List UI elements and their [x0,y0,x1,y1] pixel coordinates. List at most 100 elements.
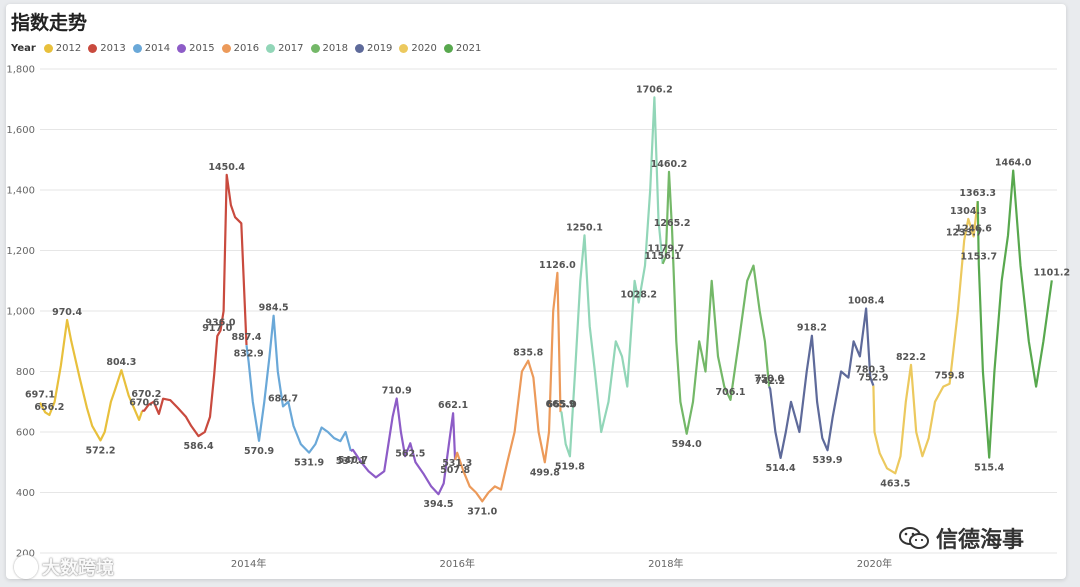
data-label: 697.1 [25,390,55,401]
data-label: 537.1 [336,456,366,467]
data-label: 514.4 [766,463,796,474]
y-tick-label: 200 [16,549,35,560]
legend-label: 2014 [144,42,171,54]
data-label: 499.8 [530,467,560,478]
data-label: 1101.2 [1033,267,1070,278]
y-tick-label: 1,400 [6,186,35,197]
legend-item-2012[interactable]: 2012 [43,42,82,54]
data-label: 463.5 [880,478,910,489]
legend-item-2019[interactable]: 2019 [354,42,393,54]
data-label: 515.4 [974,463,1004,474]
legend-item-2018[interactable]: 2018 [310,42,348,54]
data-label: 539.9 [812,455,842,466]
data-label: 710.9 [382,385,412,396]
data-label: 371.0 [467,506,497,517]
x-tick-label: 2014年 [231,557,266,570]
legend-label: 2012 [55,42,82,54]
data-label: 918.2 [797,323,827,334]
data-label: 750.0 [754,374,784,385]
page-title: 指数走势 [11,12,88,34]
data-label: 586.4 [184,441,214,452]
legend-label: 2015 [189,42,215,54]
legend-item-2015[interactable]: 2015 [177,42,215,54]
data-label: 1265.2 [654,218,691,229]
data-label: 1250.1 [566,222,603,233]
data-label: 1179.7 [648,244,685,255]
legend-swatch [310,43,320,53]
data-label: 670.2 [131,389,161,400]
watermark-right-text: 信德海事 [936,528,1025,553]
legend-label: 2016 [233,42,260,54]
data-label: 665.9 [545,399,575,410]
data-label: 706.1 [715,387,745,398]
series-line-2019 [768,307,875,459]
series-line-2017 [560,96,664,458]
data-label: 519.8 [555,461,585,472]
legend-label: 2019 [366,42,393,54]
legend-label: 2013 [100,42,126,54]
legend-swatch [88,43,98,53]
data-label: 570.9 [244,446,274,457]
legend-label: 2021 [455,42,482,54]
legend-swatch [132,43,142,53]
data-label: 1028.2 [620,289,657,300]
data-label: 562.5 [395,448,425,459]
data-label: 917.0 [202,323,232,334]
data-label: 936.0 [205,317,235,328]
x-tick-label: 2016年 [440,557,475,570]
y-tick-label: 1,600 [6,125,35,136]
data-label: 835.8 [513,348,543,359]
series-line-2013 [142,173,248,438]
x-tick-label: 2020年 [857,557,892,570]
legend: Year 2012 2013 2014 2015 2016 2017 2018 2019 202… [11,41,488,55]
y-tick-label: 400 [16,488,35,499]
series-line-2014 [245,314,352,454]
series-lines [39,96,1053,503]
gridlines [40,68,1057,554]
y-tick-label: 1,200 [6,246,35,257]
series-line-2020 [872,200,979,475]
legend-item-2014[interactable]: 2014 [132,42,171,54]
watermark-logo-icon [14,555,38,579]
chart-card [6,4,1066,579]
data-label: 684.7 [268,393,298,404]
legend-label: 2018 [322,42,348,54]
data-label: 572.2 [85,445,115,456]
legend-swatch [443,43,453,53]
data-label: 804.3 [106,357,136,368]
data-label: 970.4 [52,307,82,318]
legend-item-2017[interactable]: 2017 [266,42,304,54]
data-label: 887.4 [231,332,261,343]
data-label: 670.6 [129,398,159,409]
data-label: 822.2 [896,352,926,363]
legend-item-2021[interactable]: 2021 [443,42,482,54]
y-tick-label: 1,800 [6,65,35,76]
data-label: 540.7 [338,455,368,466]
series-line-2012 [39,318,144,442]
data-label: 531.3 [442,458,472,469]
y-axis: 200 400 600 800 1,000 1,200 1,400 1,600 1,800 [6,65,35,560]
data-label: 1126.0 [539,260,576,271]
data-label: 1153.7 [960,252,997,263]
legend-label: 2017 [278,42,304,54]
wechat-icon [899,527,929,549]
legend-swatch [177,43,187,53]
data-label: 1464.0 [995,158,1032,169]
data-label: 665.0 [547,399,577,410]
legend-swatch [354,43,364,53]
legend-swatch [266,43,276,53]
data-label: 1233.7 [946,227,983,238]
data-label: 1363.3 [959,188,996,199]
series-line-2016 [454,271,562,503]
legend-item-2020[interactable]: 2020 [399,43,437,54]
series-line-2021 [976,169,1053,459]
data-label: 742.2 [755,376,785,387]
legend-item-2013[interactable]: 2013 [88,42,126,54]
data-label: 984.5 [259,303,289,314]
series-line-2015 [350,397,457,496]
watermark-left: 大数跨境 [14,554,114,580]
legend-item-2016[interactable]: 2016 [221,42,260,54]
y-tick-label: 1,000 [6,307,35,318]
data-label: 832.9 [234,349,264,360]
legend-title: Year [11,42,36,54]
